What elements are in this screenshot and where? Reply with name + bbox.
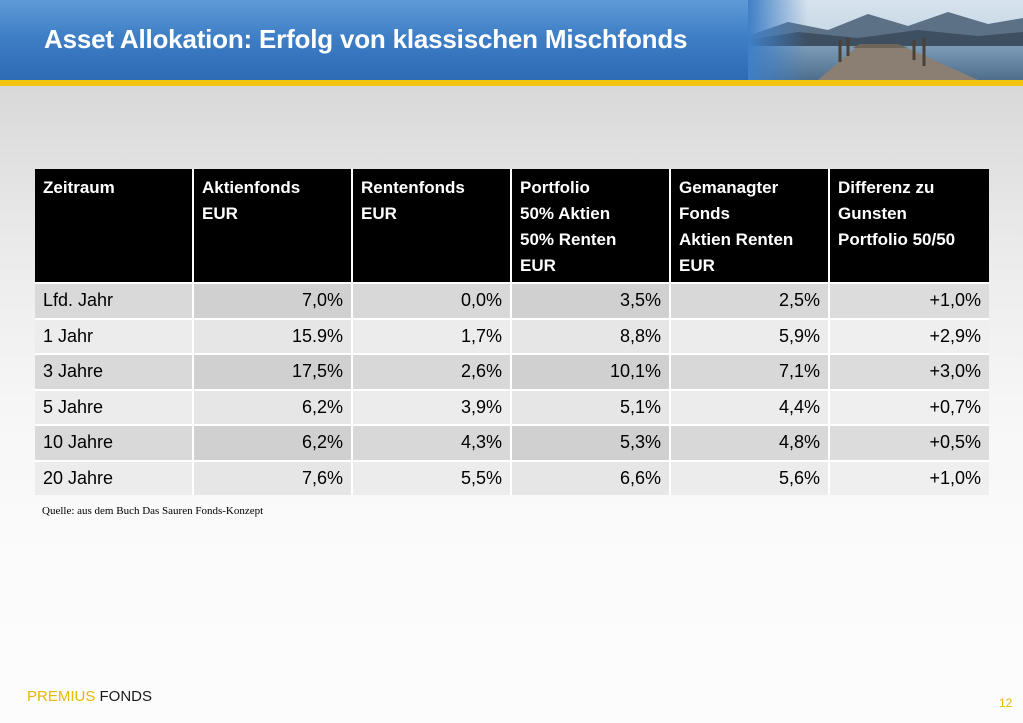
value-cell: +0,5% (830, 424, 989, 460)
period-cell: 3 Jahre (35, 353, 194, 389)
value-cell: 7,1% (671, 353, 830, 389)
value-cell: 5,5% (353, 459, 512, 495)
period-cell: 10 Jahre (35, 424, 194, 460)
value-cell: 5,1% (512, 388, 671, 424)
column-header: Rentenfonds EUR (353, 169, 512, 282)
value-cell: +1,0% (830, 459, 989, 495)
column-header-line: EUR (202, 204, 238, 223)
value-cell: 4,4% (671, 388, 830, 424)
value-cell: 0,0% (353, 282, 512, 318)
column-header-line: Portfolio (520, 178, 590, 197)
brand-part-fonds: FONDS (95, 688, 153, 705)
value-cell: 7,6% (194, 459, 353, 495)
header-accent-stripe (0, 80, 1023, 86)
page-number: 12 (999, 696, 1013, 710)
column-header-line: 50% Aktien (520, 204, 611, 223)
value-cell: 5,9% (671, 317, 830, 353)
period-cell: Lfd. Jahr (35, 282, 194, 318)
column-header-line: EUR (361, 204, 397, 223)
value-cell: 7,0% (194, 282, 353, 318)
table-row: 5 Jahre 6,2% 3,9% 5,1% 4,4% +0,7% (35, 388, 989, 424)
returns-table-container: Zeitraum Aktienfonds EUR Rentenfonds EUR Port… (35, 169, 989, 495)
value-cell: 3,5% (512, 282, 671, 318)
period-cell: 1 Jahr (35, 317, 194, 353)
returns-table: Zeitraum Aktienfonds EUR Rentenfonds EUR Port… (35, 169, 989, 495)
value-cell: 17,5% (194, 353, 353, 389)
value-cell: +3,0% (830, 353, 989, 389)
table-row: Lfd. Jahr 7,0% 0,0% 3,5% 2,5% +1,0% (35, 282, 989, 318)
value-cell: 5,3% (512, 424, 671, 460)
column-header-line: Aktienfonds (202, 178, 301, 197)
table-row: 3 Jahre 17,5% 2,6% 10,1% 7,1% +3,0% (35, 353, 989, 389)
table-row: 10 Jahre 6,2% 4,3% 5,3% 4,8% +0,5% (35, 424, 989, 460)
value-cell: 2,6% (353, 353, 512, 389)
slide-header: Asset Allokation: Erfolg von klassischen… (0, 0, 1023, 80)
value-cell: 1,7% (353, 317, 512, 353)
value-cell: 5,6% (671, 459, 830, 495)
table-row: 20 Jahre 7,6% 5,5% 6,6% 5,6% +1,0% (35, 459, 989, 495)
column-header: Differenz zu Gunsten Portfolio 50/50 (830, 169, 989, 282)
column-header-line: EUR (520, 256, 556, 275)
brand-part-premius: PREMIUS (27, 688, 96, 705)
column-header-line: Portfolio 50/50 (838, 230, 956, 249)
column-header-line: Fonds (679, 204, 730, 223)
value-cell: +2,9% (830, 317, 989, 353)
column-header-line: Gemanagter (679, 178, 779, 197)
column-header-line: Zeitraum (43, 178, 115, 197)
source-note: Quelle: aus dem Buch Das Sauren Fonds-Ko… (42, 505, 264, 517)
column-header-line: 50% Renten (520, 230, 617, 249)
value-cell: +0,7% (830, 388, 989, 424)
column-header: Gemanagter Fonds Aktien Renten EUR (671, 169, 830, 282)
value-cell: 6,6% (512, 459, 671, 495)
value-cell: 4,3% (353, 424, 512, 460)
value-cell: 4,8% (671, 424, 830, 460)
header-photo-pier (748, 0, 1023, 80)
slide-title: Asset Allokation: Erfolg von klassischen… (44, 24, 688, 54)
value-cell: +1,0% (830, 282, 989, 318)
column-header: Aktienfonds EUR (194, 169, 353, 282)
column-header-line: Rentenfonds (361, 178, 465, 197)
value-cell: 15.9% (194, 317, 353, 353)
value-cell: 3,9% (353, 388, 512, 424)
value-cell: 6,2% (194, 424, 353, 460)
period-cell: 5 Jahre (35, 388, 194, 424)
column-header-line: Gunsten (838, 204, 907, 223)
column-header: Portfolio 50% Aktien 50% Renten EUR (512, 169, 671, 282)
value-cell: 10,1% (512, 353, 671, 389)
period-cell: 20 Jahre (35, 459, 194, 495)
column-header-line: EUR (679, 256, 715, 275)
value-cell: 2,5% (671, 282, 830, 318)
value-cell: 6,2% (194, 388, 353, 424)
brand-logo-text: PREMIUS FONDS (27, 688, 152, 705)
table-body: Lfd. Jahr 7,0% 0,0% 3,5% 2,5% +1,0% 1 Jahr 15.9… (35, 282, 989, 495)
column-header-line: Differenz zu (838, 178, 935, 197)
column-header: Zeitraum (35, 169, 194, 282)
value-cell: 8,8% (512, 317, 671, 353)
table-header-row: Zeitraum Aktienfonds EUR Rentenfonds EUR Port… (35, 169, 989, 282)
column-header-line: Aktien Renten (679, 230, 794, 249)
table-row: 1 Jahr 15.9% 1,7% 8,8% 5,9% +2,9% (35, 317, 989, 353)
